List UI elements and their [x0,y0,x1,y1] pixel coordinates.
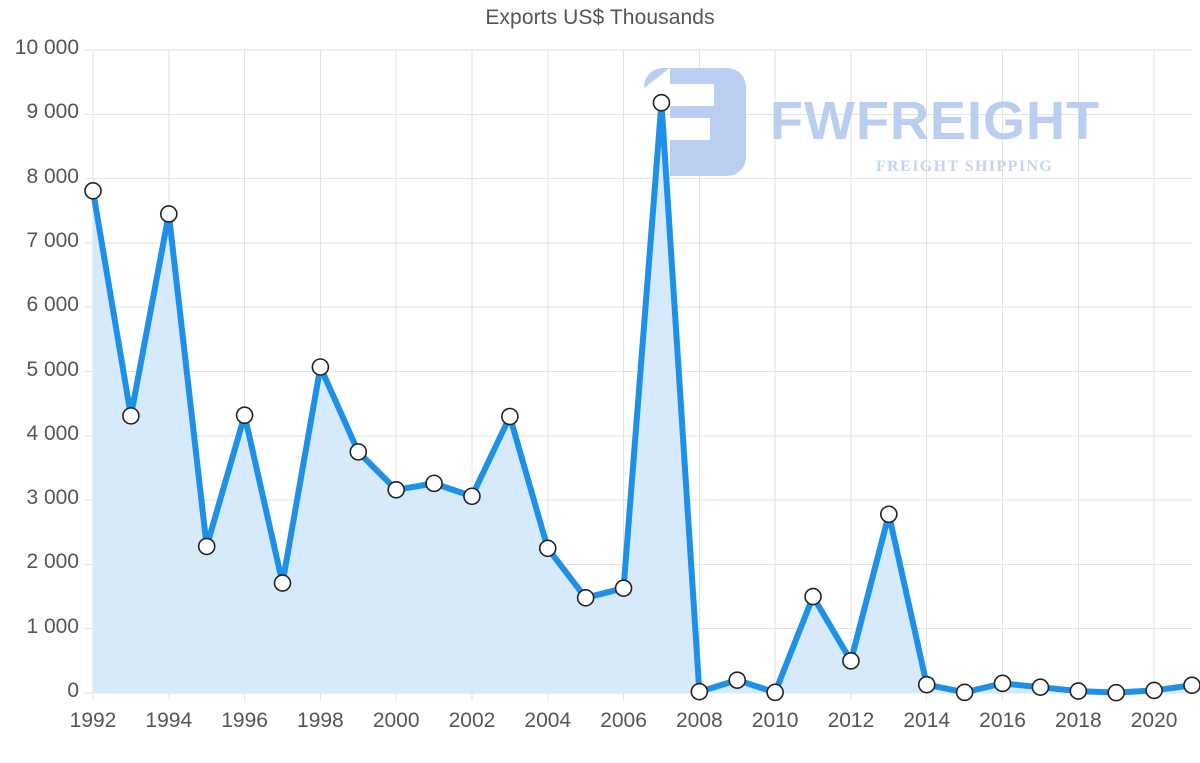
data-point-marker[interactable] [993,674,1012,693]
y-axis-tick-label: 7 000 [26,228,79,252]
data-point-marker[interactable] [311,358,330,376]
data-point-marker[interactable] [159,205,178,223]
data-point-marker[interactable] [463,487,481,506]
y-axis-tick-label: 6 000 [26,293,79,317]
data-point-marker[interactable] [538,539,557,558]
y-axis-tick-label: 9 000 [26,100,79,124]
x-axis-tick-label: 1998 [297,709,344,732]
data-point-marker[interactable] [880,505,898,524]
x-axis-tick-label: 1992 [69,709,117,732]
y-axis-tick-label: 4 000 [26,421,79,445]
data-point-marker[interactable] [728,671,747,689]
series-area-fill [93,102,1192,693]
data-point-marker[interactable] [690,682,709,701]
data-point-marker[interactable] [349,443,368,461]
x-axis-tick-label: 1994 [145,709,193,732]
data-point-marker[interactable] [1183,676,1200,695]
x-axis-tick-label: 2012 [827,709,875,732]
y-axis-tick-label: 1 000 [26,614,79,638]
y-axis-tick-label: 10 000 [14,36,79,59]
x-axis-tick-label: 1996 [221,709,268,732]
x-axis-tick-label: 2020 [1130,709,1178,732]
y-axis-tick-label: 2 000 [26,550,79,574]
x-axis-tick-label: 2010 [751,709,799,732]
y-axis-tick-label: 8 000 [26,164,79,188]
data-point-marker[interactable] [84,182,102,200]
data-point-marker[interactable] [576,589,595,607]
data-point-marker[interactable] [273,574,292,592]
x-axis-tick-label: 2004 [524,709,572,732]
y-axis-tick-label: 5 000 [26,357,79,381]
x-axis-tick-label: 2018 [1054,709,1102,732]
data-point-marker[interactable] [1107,683,1126,702]
data-point-marker[interactable] [1145,681,1163,700]
y-axis-tick-label: 0 [67,679,79,702]
x-axis-tick-label: 2002 [448,709,496,732]
x-axis-tick-label: 2016 [979,709,1026,732]
data-point-marker[interactable] [235,406,254,425]
x-axis-tick-label: 2014 [903,709,951,732]
data-point-marker[interactable] [614,579,633,597]
data-point-marker[interactable] [766,683,784,702]
data-point-marker[interactable] [122,407,140,425]
chart-title: Exports US$ Thousands [485,6,715,29]
y-axis-tick-label: 3 000 [26,486,79,510]
data-point-marker[interactable] [804,587,822,606]
data-point-marker[interactable] [842,652,860,670]
x-axis-tick-label: 2008 [675,709,723,732]
data-point-marker[interactable] [387,481,405,499]
x-axis-tick-label: 2006 [600,709,647,732]
data-point-marker[interactable] [917,675,936,694]
x-axis-tick-label: 2000 [372,709,420,732]
data-point-marker[interactable] [955,683,974,702]
data-point-marker[interactable] [425,474,443,493]
data-point-marker[interactable] [1069,682,1088,700]
data-point-marker[interactable] [501,407,519,426]
data-point-marker[interactable] [652,93,671,112]
data-point-marker[interactable] [1031,678,1050,697]
data-point-marker[interactable] [197,537,216,556]
